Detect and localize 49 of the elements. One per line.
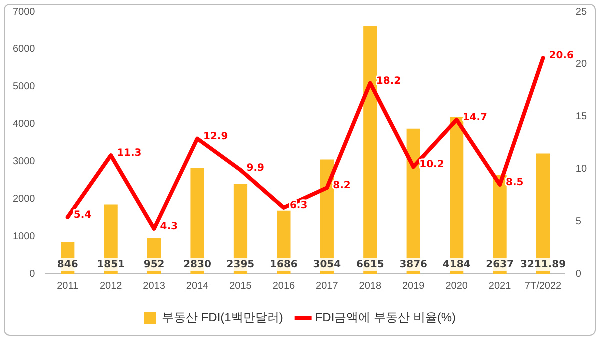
data-label: 9.9 [246,162,264,174]
data-label: 2830 [184,260,212,271]
y2-tick-label: 10 [576,164,588,175]
y-tick-label: 3000 [12,156,36,168]
data-label: 10.2 [420,160,444,171]
y-tick-label: 0 [30,268,36,280]
y-tick-label: 4000 [12,119,36,130]
x-tick-label: 2018 [359,280,382,292]
x-tick-label: 2013 [143,280,166,292]
data-label: 2637 [486,260,514,271]
data-label: 1686 [270,260,298,271]
legend-label: 부동산 FDI(1백만달러) [162,310,284,324]
data-label: 4184 [442,260,471,271]
y2-tick-label: 20 [576,59,588,70]
y-tick-label: 7000 [12,6,36,18]
x-tick-label: 2016 [272,280,296,292]
data-label: 1851 [97,260,126,271]
y2-tick-label: 5 [576,216,582,228]
y-tick-label: 5000 [12,82,36,93]
x-tick-label: 2017 [316,280,339,292]
y2-tick-label: 0 [576,268,582,280]
x-tick-label: 2012 [100,280,123,292]
data-label: 20.6 [549,50,574,62]
data-label: 2395 [226,260,255,271]
y-tick-label: 1000 [12,231,36,242]
y-tick-label: 6000 [12,44,36,56]
x-tick-label: 2014 [186,280,210,292]
data-label: 3211.89 [520,260,566,271]
data-label: 3876 [400,260,428,271]
x-tick-label: 2011 [57,280,80,292]
data-label: 5.4 [74,210,92,221]
data-label: 14.7 [462,112,488,124]
data-label: 11.3 [117,148,142,160]
x-tick-label: 2020 [446,280,468,292]
data-label: 846 [57,260,78,271]
legend-label: FDI금액에 부동산 비율(%) [315,310,456,324]
data-label: 6615 [356,260,384,271]
x-tick-label: 2021 [488,280,512,292]
y2-tick-label: 15 [576,112,588,123]
data-label: 4.3 [160,222,178,233]
x-tick-label: 2015 [230,280,252,292]
x-tick-label: 7T/2022 [524,280,562,292]
y2-tick-label: 25 [576,6,588,18]
data-label: 3054 [313,260,342,271]
y-tick-label: 2000 [12,194,36,205]
data-label: 12.9 [204,131,228,142]
data-label: 952 [144,260,165,271]
x-tick-label: 2019 [402,280,426,292]
data-label: 18.2 [376,76,402,87]
